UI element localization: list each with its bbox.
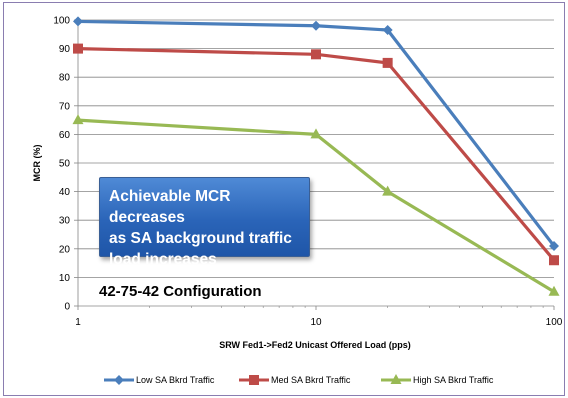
data-point-marker (548, 285, 560, 296)
y-tick-label: 30 (59, 216, 71, 227)
data-point-marker (382, 185, 394, 196)
data-point-marker (382, 25, 393, 36)
y-tick-label: 80 (59, 73, 71, 84)
legend-marker (249, 375, 259, 385)
data-point-marker (310, 128, 322, 139)
callout-line-1: Achievable MCR decreases (109, 188, 231, 226)
legend-item: Med SA Bkrd Traffic (239, 375, 351, 385)
series-diamond (73, 16, 559, 251)
legend: Low SA Bkrd Traffic Med SA Bkrd Traffic Hi… (104, 374, 494, 385)
y-axis-label: MCR (%) (32, 145, 42, 182)
series-line (77, 118, 555, 294)
callout-line-3: load increases (109, 251, 217, 268)
y-tick-label: 0 (64, 302, 70, 313)
y-tick-label: 70 (59, 101, 71, 112)
configuration-label: 42-75-42 Configuration (99, 283, 262, 300)
y-tick-labels: 0 10 20 30 40 50 60 70 80 90 100 (53, 16, 70, 313)
data-point-marker (311, 49, 321, 60)
legend-item: Low SA Bkrd Traffic (104, 375, 215, 385)
x-tick-label: 10 (310, 317, 322, 328)
y-tick-label: 10 (59, 273, 71, 284)
series-square (73, 43, 559, 266)
y-tick-label: 100 (53, 16, 70, 27)
series-triangle (72, 114, 560, 296)
legend-label: Low SA Bkrd Traffic (136, 375, 215, 385)
data-point-marker (549, 255, 559, 266)
data-point-marker (72, 114, 84, 125)
y-tick-label: 90 (59, 44, 71, 55)
legend-label: Med SA Bkrd Traffic (271, 375, 351, 385)
x-axis-label: SRW Fed1->Fed2 Unicast Offered Load (pps… (219, 340, 411, 350)
gridlines (74, 19, 554, 307)
legend-item: High SA Bkrd Traffic (381, 374, 494, 385)
series-line (77, 47, 556, 262)
data-point-marker (311, 20, 321, 31)
callout-line-2: as SA background traffic (109, 230, 292, 247)
x-tick-labels: 1 10 100 (75, 317, 563, 328)
data-point-marker (382, 57, 393, 68)
x-tick-label: 1 (75, 317, 81, 328)
axes (77, 20, 555, 310)
x-tick-label: 100 (546, 317, 563, 328)
y-tick-label: 40 (59, 187, 71, 198)
series-line (77, 19, 556, 247)
series-layer (72, 16, 560, 296)
callout-box: Achievable MCR decreases as SA backgroun… (99, 177, 310, 268)
data-point-marker (73, 16, 83, 27)
y-tick-label: 50 (59, 159, 71, 170)
y-tick-label: 20 (59, 244, 71, 255)
data-point-marker (73, 43, 83, 54)
data-point-marker (549, 240, 559, 251)
y-tick-label: 60 (59, 130, 71, 141)
legend-label: High SA Bkrd Traffic (413, 375, 494, 385)
legend-marker (390, 374, 402, 384)
legend-marker (114, 375, 124, 385)
